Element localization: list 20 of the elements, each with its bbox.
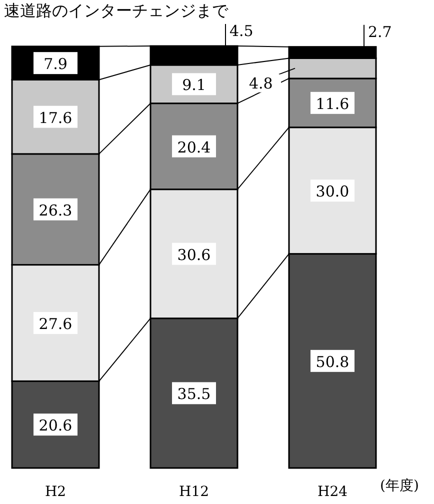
data-label: 26.3: [38, 201, 72, 220]
data-label: 30.6: [177, 246, 211, 264]
x-tick-label: H12: [178, 484, 210, 500]
data-label: 20.4: [177, 138, 211, 156]
data-label: 9.1: [182, 76, 206, 94]
data-label: 4.5: [230, 22, 254, 40]
data-label: 4.8: [249, 74, 273, 92]
data-label: 11.6: [316, 94, 350, 113]
data-label: 50.8: [316, 352, 350, 371]
x-tick-label: H24: [317, 484, 348, 500]
data-label: 27.6: [38, 314, 72, 333]
data-label: 7.9: [44, 55, 68, 74]
x-axis-title: (年度): [380, 478, 419, 494]
data-label: 17.6: [38, 108, 72, 127]
data-label: 30.0: [316, 182, 350, 201]
x-tick-label: H2: [44, 484, 66, 500]
data-label: 20.6: [38, 416, 72, 435]
data-label: 2.7: [368, 22, 392, 41]
chart-title: 速道路のインターチェンジまで: [4, 1, 229, 20]
data-label: 35.5: [177, 385, 211, 404]
